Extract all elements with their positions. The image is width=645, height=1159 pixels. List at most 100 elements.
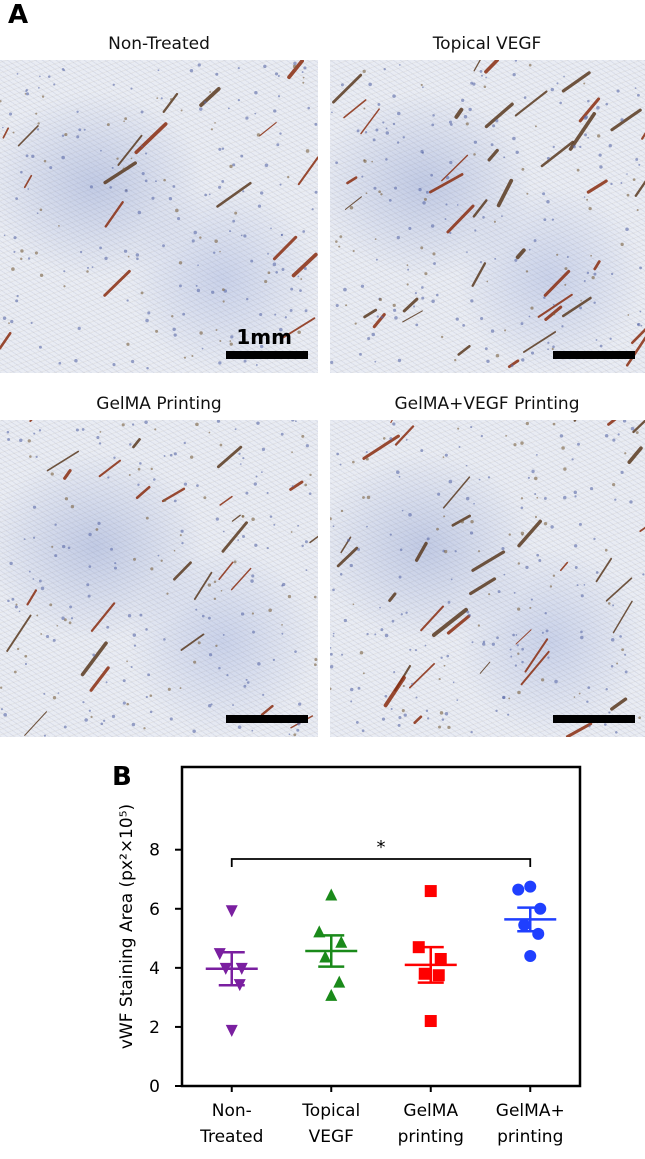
cell — [201, 347, 204, 350]
cell — [399, 548, 403, 551]
cell — [580, 635, 584, 640]
cell — [232, 704, 234, 706]
cell — [448, 479, 453, 484]
cell — [195, 284, 198, 287]
cell — [405, 611, 408, 614]
cell — [16, 647, 20, 651]
cell — [18, 610, 21, 613]
cell — [563, 467, 567, 471]
cell — [277, 74, 280, 78]
cell — [588, 725, 591, 728]
cell — [43, 692, 46, 695]
cell — [617, 433, 620, 436]
image-title: GelMA Printing — [96, 394, 222, 414]
cell — [293, 61, 297, 66]
cell — [272, 658, 276, 662]
cell — [149, 694, 153, 697]
cell — [210, 703, 213, 706]
cell — [586, 271, 590, 275]
vessel — [272, 235, 298, 261]
cell — [616, 89, 620, 93]
cell — [213, 580, 217, 584]
cell — [468, 613, 471, 617]
cell — [304, 309, 308, 313]
cell — [561, 446, 565, 450]
cell — [199, 331, 203, 335]
vessel — [132, 438, 141, 449]
cell — [242, 457, 245, 460]
cell — [420, 83, 423, 87]
cell — [297, 275, 300, 278]
cell — [552, 303, 555, 306]
cell — [122, 679, 126, 683]
cell — [88, 709, 91, 712]
cell — [402, 684, 405, 688]
panel-label: A — [8, 0, 29, 30]
cell — [109, 186, 112, 189]
cell — [24, 662, 28, 666]
cell — [577, 442, 580, 446]
cell — [280, 234, 283, 236]
cell — [343, 618, 347, 623]
cell — [276, 143, 280, 147]
cell — [245, 491, 249, 495]
cell — [472, 82, 476, 86]
cell — [97, 521, 101, 525]
cell — [179, 687, 182, 690]
cell — [339, 573, 343, 576]
cell — [41, 95, 45, 98]
vessel — [343, 99, 367, 119]
cell — [436, 527, 439, 531]
cell — [309, 473, 312, 477]
vessel — [134, 122, 168, 155]
cell — [619, 635, 622, 638]
cell — [394, 186, 398, 190]
cell — [6, 430, 10, 434]
cell — [363, 159, 367, 163]
cell — [503, 156, 506, 159]
vessel — [46, 450, 80, 472]
cell — [234, 211, 238, 215]
cell — [474, 229, 477, 232]
cell — [204, 193, 208, 197]
cell — [128, 474, 131, 476]
cell — [550, 525, 554, 529]
cell — [470, 730, 473, 734]
cell — [234, 428, 237, 431]
cell — [521, 534, 524, 536]
cell — [366, 525, 368, 528]
cell — [226, 674, 229, 677]
cell — [50, 472, 54, 476]
cell — [255, 475, 258, 478]
cell — [385, 158, 388, 161]
vessel — [520, 650, 550, 686]
cell — [256, 421, 260, 425]
cell — [149, 710, 153, 714]
cell — [98, 442, 102, 445]
cell — [145, 695, 148, 699]
cell — [144, 179, 148, 183]
cell — [172, 327, 176, 332]
cell — [201, 614, 205, 618]
cell — [35, 455, 38, 459]
cell — [279, 327, 283, 332]
data-point — [424, 1015, 437, 1028]
vessel — [29, 420, 33, 423]
cell — [241, 514, 245, 518]
cell — [408, 226, 412, 230]
cell — [145, 516, 149, 520]
cell — [393, 308, 397, 312]
data-point — [518, 919, 531, 932]
cell — [632, 178, 636, 181]
vessel — [540, 140, 575, 168]
cell — [504, 329, 507, 332]
cell — [556, 82, 559, 85]
cell — [385, 127, 388, 130]
cell — [7, 437, 11, 441]
cell — [163, 638, 166, 641]
cell — [251, 517, 255, 522]
cell — [365, 192, 368, 195]
cell — [392, 303, 396, 307]
cell — [24, 654, 28, 658]
